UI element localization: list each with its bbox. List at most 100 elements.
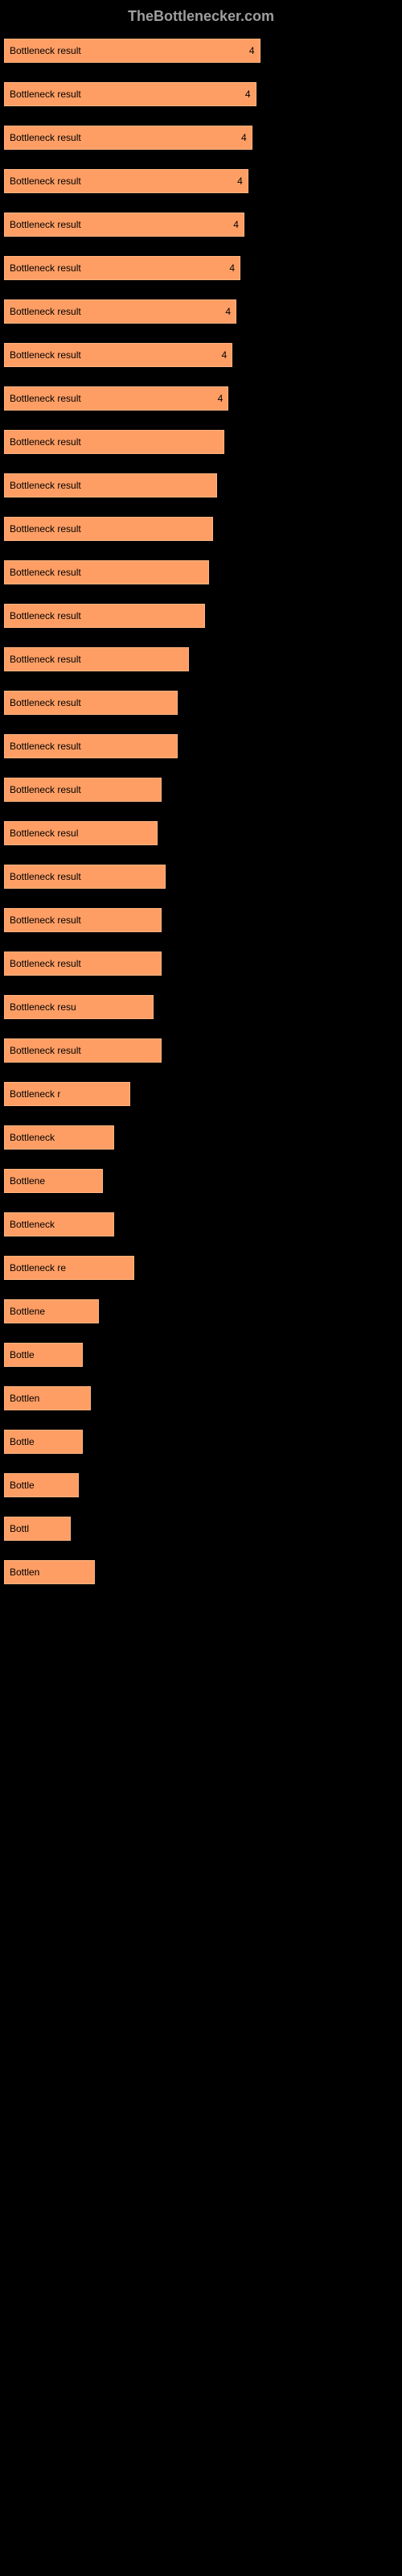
bar-label: Bottleneck result	[10, 871, 81, 882]
bar-label: Bottleneck result	[10, 1045, 81, 1056]
bar-row: Bottleneck result	[4, 560, 398, 584]
bar-row: Bottleneck resu	[4, 995, 398, 1019]
bar[interactable]: Bottleneck result	[4, 865, 166, 889]
bar-group: Bottleneck result	[4, 428, 398, 469]
bar-label: Bottleneck re	[10, 1262, 66, 1274]
bar-row: Bottleneck result	[4, 734, 398, 758]
bar-row: Bottleneck result	[4, 517, 398, 541]
bar[interactable]: Bottleneck result4	[4, 299, 236, 324]
bar-row: Bottleneck result4	[4, 82, 398, 106]
bar[interactable]: Bottleneck result	[4, 734, 178, 758]
bar-label: Bottl	[10, 1523, 29, 1534]
bar-value: 4	[222, 349, 228, 361]
bar[interactable]: Bottle	[4, 1430, 83, 1454]
bar-group: Bottleneck resul	[4, 819, 398, 860]
bar[interactable]: Bottleneck result4	[4, 82, 256, 106]
bar-label: Bottleneck result	[10, 219, 81, 230]
bar-group: Bottleneck result	[4, 472, 398, 512]
bar-group: Bottleneck result4	[4, 385, 398, 425]
bar-group: Bottl	[4, 1515, 398, 1555]
bar-group: Bottleneck result	[4, 646, 398, 686]
bar[interactable]: Bottleneck result4	[4, 169, 248, 193]
bar[interactable]: Bottleneck re	[4, 1256, 134, 1280]
bar[interactable]: Bottleneck result4	[4, 256, 240, 280]
bar[interactable]: Bottleneck result	[4, 1038, 162, 1063]
bar-row: Bottlen	[4, 1560, 398, 1584]
bar[interactable]: Bottlen	[4, 1386, 91, 1410]
bar[interactable]: Bottleneck result4	[4, 386, 228, 411]
bar-group: Bottleneck	[4, 1124, 398, 1164]
bar-label: Bottlen	[10, 1567, 39, 1578]
bar-row: Bottleneck result	[4, 647, 398, 671]
bar-value: 4	[229, 262, 235, 274]
bar[interactable]: Bottleneck result4	[4, 39, 260, 63]
bar-label: Bottleneck resu	[10, 1001, 76, 1013]
bar-row: Bottleneck result4	[4, 299, 398, 324]
bar-group: Bottleneck	[4, 1211, 398, 1251]
bar-label: Bottleneck result	[10, 436, 81, 448]
bar-label: Bottlen	[10, 1393, 39, 1404]
bar-row: Bottlene	[4, 1299, 398, 1323]
bar-label: Bottleneck result	[10, 567, 81, 578]
bar-group: Bottle	[4, 1428, 398, 1468]
bar[interactable]: Bottle	[4, 1343, 83, 1367]
bar[interactable]: Bottleneck result	[4, 430, 224, 454]
bar[interactable]: Bottleneck result	[4, 647, 189, 671]
bar-label: Bottleneck	[10, 1132, 55, 1143]
bar-label: Bottleneck result	[10, 784, 81, 795]
bar-group: Bottleneck result 4	[4, 211, 398, 251]
bar-group: Bottleneck result	[4, 733, 398, 773]
bar[interactable]: Bottleneck result	[4, 778, 162, 802]
bar-row: Bottleneck result	[4, 778, 398, 802]
bar-group: Bottleneck result	[4, 515, 398, 555]
bar-row: Bottlen	[4, 1386, 398, 1410]
bar[interactable]: Bottleneck	[4, 1125, 114, 1150]
bar-label: Bottle	[10, 1349, 35, 1360]
bar-group: Bottleneck result	[4, 863, 398, 903]
bar[interactable]: Bottlene	[4, 1299, 99, 1323]
chart-container: Bottleneck result 4 Bottleneck result 4 Bott…	[4, 37, 398, 1599]
bar-value: 4	[233, 219, 239, 230]
bar[interactable]: Bottleneck resul	[4, 821, 158, 845]
bar-row: Bottle	[4, 1430, 398, 1454]
bar[interactable]: Bottlen	[4, 1560, 95, 1584]
bar-row: Bottleneck r	[4, 1082, 398, 1106]
bar[interactable]: Bottleneck result 4	[4, 213, 244, 237]
bar[interactable]: Bottleneck result	[4, 604, 205, 628]
bar[interactable]: Bottleneck resu	[4, 995, 154, 1019]
bar-label: Bottleneck result	[10, 349, 81, 361]
bar-row: Bottleneck result4	[4, 39, 398, 63]
bar[interactable]: Bottleneck result4	[4, 126, 252, 150]
bar-value: 4	[249, 45, 255, 56]
bar[interactable]: Bottleneck result	[4, 691, 178, 715]
bar[interactable]: Bottleneck result	[4, 908, 162, 932]
bar-label: Bottleneck result	[10, 958, 81, 969]
bar-row: Bottlene	[4, 1169, 398, 1193]
bar-group: Bottlene	[4, 1298, 398, 1338]
bar[interactable]: Bottleneck result	[4, 952, 162, 976]
bar-row: Bottleneck result4	[4, 386, 398, 411]
bar-group: Bottleneck resu	[4, 993, 398, 1034]
bar-label: Bottleneck r	[10, 1088, 60, 1100]
bar[interactable]: Bottleneck r	[4, 1082, 130, 1106]
bar[interactable]: Bottlene	[4, 1169, 103, 1193]
bar[interactable]: Bottl	[4, 1517, 71, 1541]
bar-row: Bottle	[4, 1343, 398, 1367]
bar-label: Bottlene	[10, 1175, 45, 1187]
bar-group: Bottle	[4, 1341, 398, 1381]
bar[interactable]: Bottleneck result	[4, 473, 217, 497]
bar-group: Bottleneck result	[4, 950, 398, 990]
bar[interactable]: Bottleneck	[4, 1212, 114, 1236]
bar[interactable]: Bottleneck result	[4, 517, 213, 541]
bar[interactable]: Bottleneck result 4	[4, 343, 232, 367]
bar-row: Bottleneck result	[4, 1038, 398, 1063]
bar-group: Bottle	[4, 1472, 398, 1512]
bar-label: Bottleneck result	[10, 175, 81, 187]
bar-row: Bottleneck result	[4, 430, 398, 454]
bar-label: Bottleneck result	[10, 306, 81, 317]
bar[interactable]: Bottle	[4, 1473, 79, 1497]
bar[interactable]: Bottleneck result	[4, 560, 209, 584]
site-title: TheBottlenecker.com	[128, 8, 274, 24]
bar-row: Bottleneck	[4, 1212, 398, 1236]
bar-row: Bottleneck result4	[4, 256, 398, 280]
